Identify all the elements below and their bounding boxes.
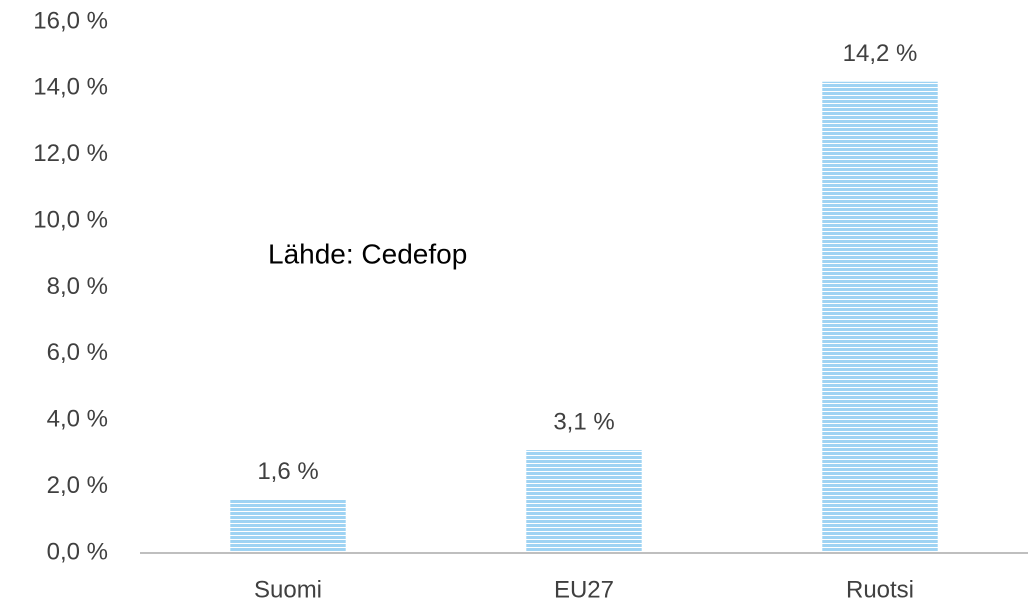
value-label: 3,1 %	[553, 408, 614, 435]
y-tick-label: 6,0 %	[47, 339, 108, 366]
x-tick-label: EU27	[554, 576, 614, 603]
y-tick-label: 2,0 %	[47, 472, 108, 499]
y-tick-label: 16,0 %	[33, 7, 108, 34]
value-label: 14,2 %	[843, 40, 918, 67]
y-tick-label: 14,0 %	[33, 74, 108, 101]
x-tick-label: Suomi	[254, 576, 322, 603]
bar	[230, 499, 346, 553]
y-tick-label: 4,0 %	[47, 406, 108, 433]
y-tick-label: 10,0 %	[33, 206, 108, 233]
annotation: Lähde: Cedefop	[268, 238, 467, 269]
bar	[822, 81, 938, 554]
x-tick-label: Ruotsi	[846, 576, 914, 603]
bar	[526, 450, 642, 553]
y-tick-label: 0,0 %	[47, 538, 108, 565]
y-tick-label: 8,0 %	[47, 273, 108, 300]
value-label: 1,6 %	[257, 458, 318, 485]
y-tick-label: 12,0 %	[33, 140, 108, 167]
